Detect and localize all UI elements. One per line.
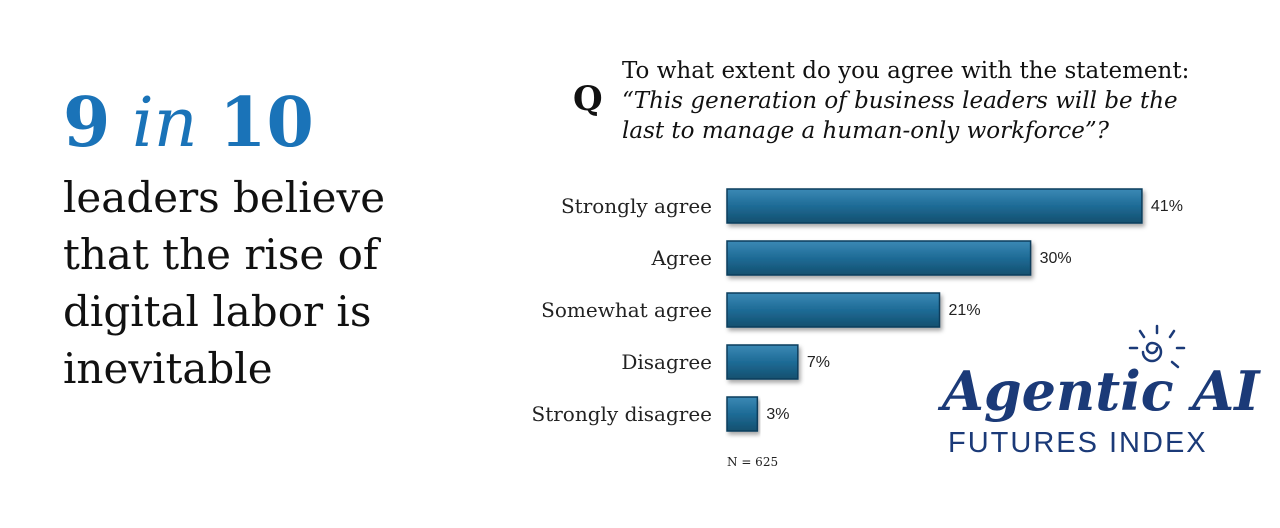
question-line: last to manage a human-only workforce”? xyxy=(622,118,1110,144)
bar xyxy=(726,292,941,328)
logo-ray xyxy=(1170,360,1180,369)
category-label: Strongly disagree xyxy=(532,402,713,426)
bar xyxy=(726,396,759,432)
value-label: 30% xyxy=(1040,250,1072,267)
body-line: that the rise of xyxy=(63,230,382,279)
headline: 9 in 10 xyxy=(63,83,314,163)
logo-icon xyxy=(1128,324,1186,369)
value-label: 21% xyxy=(949,302,981,319)
logo-subtitle: FUTURES INDEX xyxy=(948,427,1208,459)
body-line: digital labor is xyxy=(63,287,371,336)
headline-connector: in xyxy=(132,84,198,163)
bar xyxy=(726,188,1143,224)
headline-number: 9 xyxy=(63,83,110,163)
headline-body: leaders believe that the rise of digital l… xyxy=(63,173,385,393)
category-label: Disagree xyxy=(621,350,712,374)
category-label: Strongly agree xyxy=(561,194,712,218)
headline-total: 10 xyxy=(219,83,314,163)
question-marker: Q xyxy=(573,79,603,119)
bar xyxy=(726,344,799,380)
question: To what extent do you agree with the sta… xyxy=(622,58,1189,144)
value-label: 41% xyxy=(1151,198,1183,215)
value-label: 3% xyxy=(766,406,789,423)
question-line: “This generation of business leaders wil… xyxy=(622,88,1178,114)
sample-note: N = 625 xyxy=(727,455,778,469)
bar-chart: Strongly agree 41% Agree 30% Somewhat agree 2… xyxy=(532,188,1183,432)
logo-ray xyxy=(1138,329,1146,339)
logo-name: Agentic AI xyxy=(937,359,1261,423)
category-label: Somewhat agree xyxy=(541,298,712,322)
logo-ray xyxy=(1168,329,1176,339)
value-label: 7% xyxy=(807,354,830,371)
question-line: To what extent do you agree with the sta… xyxy=(622,58,1189,84)
bar xyxy=(726,240,1032,276)
logo-spiral xyxy=(1141,341,1163,363)
body-line: inevitable xyxy=(63,344,273,393)
category-label: Agree xyxy=(651,246,712,270)
body-line: leaders believe xyxy=(63,173,385,222)
